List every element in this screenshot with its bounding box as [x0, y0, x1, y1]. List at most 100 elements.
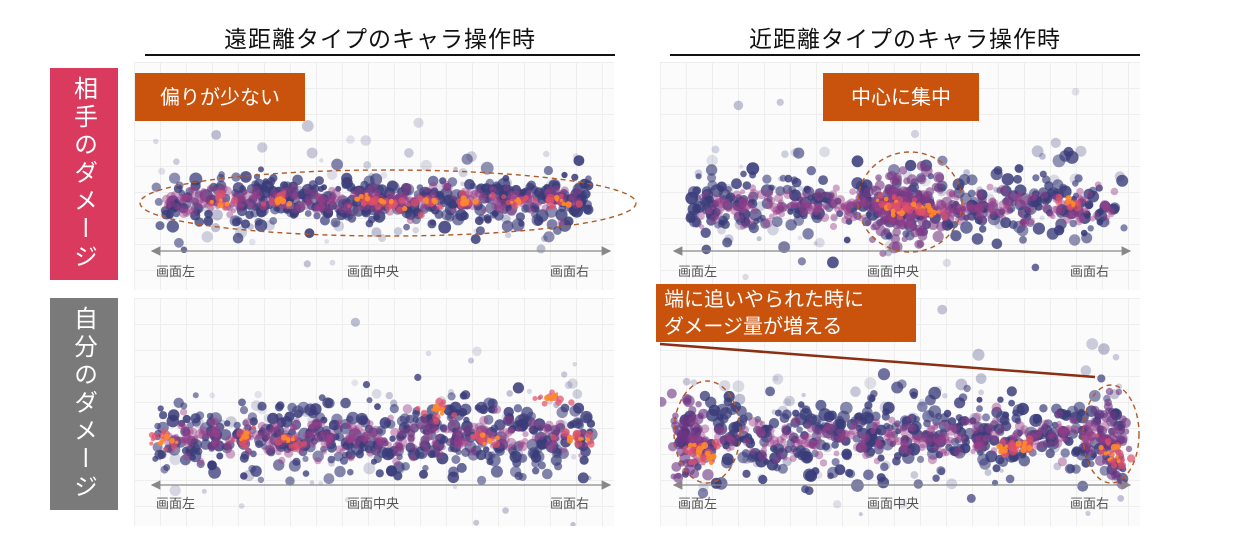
scatter-dot — [960, 416, 970, 426]
scatter-dot — [439, 406, 445, 412]
scatter-dot — [1042, 419, 1050, 427]
scatter-dot — [680, 435, 688, 443]
scatter-dot — [571, 454, 577, 460]
scatter-dot — [822, 200, 832, 210]
scatter-dot — [819, 459, 828, 467]
scatter-dot — [883, 196, 889, 202]
scatter-dot — [252, 430, 262, 440]
scatter-dot — [509, 428, 515, 434]
scatter-dot — [483, 446, 490, 453]
scatter-dot — [1006, 386, 1017, 397]
scatter-dot — [1056, 420, 1062, 426]
scatter-dot — [216, 173, 226, 183]
scatter-dot — [977, 200, 987, 210]
scatter-dot — [1075, 145, 1087, 157]
scatter-dot — [1060, 435, 1068, 442]
scatter-dot — [557, 439, 564, 445]
scatter-dot — [291, 192, 300, 201]
scatter-dot — [163, 433, 170, 440]
scatter-dot — [453, 436, 464, 446]
scatter-dot — [587, 475, 592, 481]
scatter-dot — [966, 214, 973, 221]
scatter-dot — [1055, 205, 1066, 216]
scatter-dot — [991, 238, 1003, 250]
scatter-dot — [522, 431, 529, 438]
scatter-dot — [670, 473, 677, 480]
scatter-dot — [1086, 190, 1094, 198]
scatter-dot — [291, 419, 302, 430]
scatter-dot — [281, 434, 288, 441]
scatter-dot — [531, 434, 539, 442]
scatter-dot — [390, 399, 398, 407]
scatter-dot — [936, 210, 940, 214]
scatter-dot — [373, 449, 380, 456]
scatter-dot — [290, 437, 295, 442]
scatter-dot — [842, 430, 851, 439]
scatter-dot — [804, 439, 813, 448]
scatter-dot — [911, 434, 920, 443]
scatter-dot — [802, 419, 812, 429]
scatter-dot — [974, 200, 983, 209]
scatter-dot — [230, 196, 239, 205]
scatter-dot — [1056, 423, 1063, 430]
scatter-dot — [701, 186, 712, 196]
scatter-dot — [488, 451, 496, 459]
scatter-dot — [846, 198, 857, 208]
scatter-dot — [840, 203, 847, 210]
scatter-dot — [823, 202, 831, 210]
scatter-dot — [1081, 232, 1093, 244]
scatter-dot — [324, 433, 334, 443]
scatter-dot — [808, 441, 816, 449]
scatter-dot — [492, 440, 501, 448]
scatter-dot — [354, 424, 363, 433]
scatter-dot — [719, 414, 729, 424]
scatter-dot — [986, 210, 995, 219]
scatter-dot — [223, 441, 232, 450]
scatter-dot — [183, 452, 192, 461]
scatter-dot — [759, 425, 772, 438]
scatter-dot — [195, 429, 205, 439]
scatter-dot — [771, 409, 777, 415]
scatter-dot — [1076, 187, 1084, 196]
scatter-dot — [776, 98, 784, 106]
scatter-dot — [860, 432, 871, 443]
scatter-dot — [192, 201, 199, 208]
scatter-dot — [422, 464, 429, 472]
scatter-dot — [963, 169, 970, 176]
scatter-dot — [660, 396, 667, 407]
scatter-dot — [979, 225, 987, 233]
scatter-dot — [961, 203, 970, 212]
scatter-dot — [516, 440, 525, 448]
scatter-dot — [1103, 402, 1113, 411]
scatter-dot — [1009, 199, 1016, 206]
scatter-dot — [801, 202, 814, 214]
scatter-dot — [541, 235, 548, 242]
scatter-dot — [935, 436, 945, 447]
scatter-dot — [288, 443, 294, 449]
scatter-dot — [953, 447, 964, 457]
scatter-dot — [166, 220, 179, 233]
scatter-dot — [274, 402, 284, 412]
scatter-dot — [826, 422, 837, 432]
scatter-dot — [581, 189, 591, 199]
scatter-dot — [375, 425, 386, 436]
scatter-dot — [812, 427, 822, 436]
axis-label-center: 画面中央 — [867, 497, 920, 512]
scatter-dot — [695, 449, 702, 456]
scatter-dot — [999, 445, 1004, 451]
scatter-dot — [900, 435, 910, 444]
scatter-dot — [532, 396, 538, 401]
scatter-dot — [984, 202, 992, 210]
scatter-dot — [566, 437, 573, 444]
scatter-dot — [173, 158, 180, 165]
scatter-dot — [713, 442, 721, 450]
scatter-dot — [1069, 415, 1078, 424]
scatter-dot — [201, 433, 210, 442]
scatter-dot — [389, 404, 399, 414]
scatter-dot — [289, 423, 298, 431]
scatter-dot — [559, 193, 564, 199]
scatter-dot — [545, 430, 551, 436]
scatter-dot — [999, 424, 1006, 431]
scatter-dot — [334, 465, 346, 478]
scatter-dot — [690, 379, 698, 386]
